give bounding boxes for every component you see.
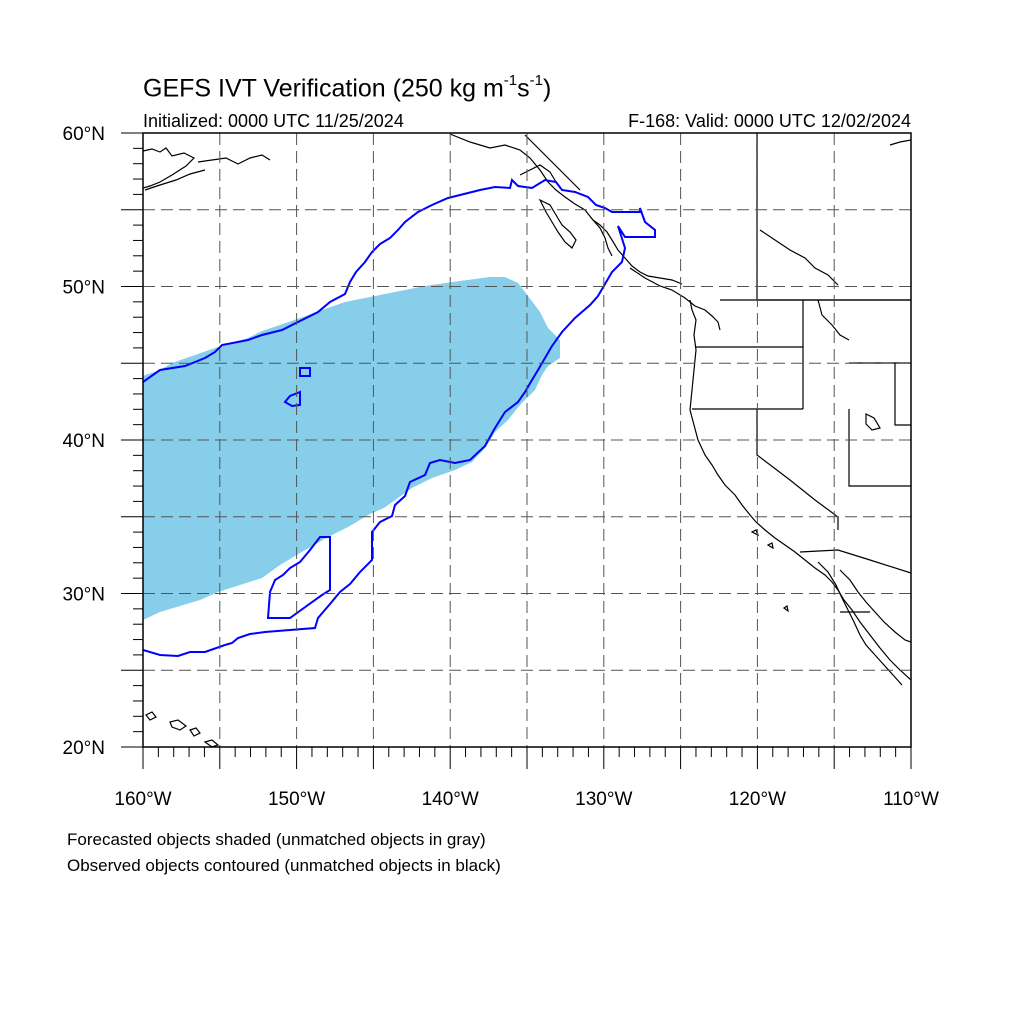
lon-label: 120°W [729,789,786,810]
lat-label: 50°N [63,278,105,299]
legend-notes: Forecasted objects shaded (unmatched obj… [67,827,501,879]
observed-object-contour-hole [283,390,301,408]
grid-lines [143,133,911,747]
forecast-object-shaded [143,277,560,620]
observed-object-contour [143,178,656,658]
chart-title: GEFS IVT Verification (250 kg m-1s-1) [143,72,552,103]
axis-ticks [121,132,912,769]
lat-label: 20°N [63,738,105,759]
lon-label: 150°W [268,789,325,810]
lat-label: 30°N [63,585,105,606]
lon-label: 160°W [114,789,171,810]
coastlines [143,133,911,747]
lon-label: 130°W [575,789,632,810]
observed-object-contour-hole2 [299,367,311,377]
legend-line-observed: Observed objects contoured (unmatched ob… [67,856,501,875]
lat-label: 60°N [63,124,105,145]
lon-label: 140°W [422,789,479,810]
observed-object-contour-inner [266,536,331,619]
lon-label: 110°W [883,789,939,810]
initialized-time: Initialized: 0000 UTC 11/25/2024 [143,111,404,131]
valid-time: F-168: Valid: 0000 UTC 12/02/2024 [628,111,911,131]
legend-line-forecast: Forecasted objects shaded (unmatched obj… [67,830,486,849]
lat-label: 40°N [63,431,105,452]
